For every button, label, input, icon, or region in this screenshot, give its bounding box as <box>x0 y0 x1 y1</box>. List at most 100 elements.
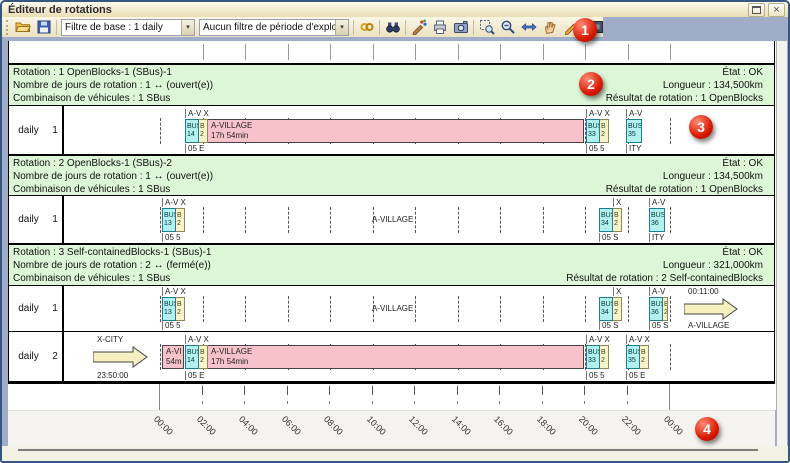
block-line-2: 17h 54min <box>211 357 249 366</box>
zoom-selection-button[interactable] <box>476 17 497 38</box>
block-line-1: A-VI <box>166 347 182 356</box>
toolbar-grip-handle[interactable] <box>6 19 8 35</box>
trip-box[interactable]: BUS 35 <box>626 119 642 143</box>
time-gridline <box>372 207 374 233</box>
axis-subtick <box>244 401 245 404</box>
time-gridline <box>330 207 331 233</box>
time-tick <box>500 44 501 60</box>
time-gridline <box>670 296 671 322</box>
titlebar[interactable]: Éditeur de rotations × <box>2 2 788 18</box>
zoom-out-button[interactable] <box>497 17 518 38</box>
bus-number: 34 <box>601 220 609 227</box>
trip-box[interactable]: BUS14B2 <box>185 119 208 143</box>
service-block[interactable]: A-VI 54m <box>162 345 184 369</box>
toolbar-filler <box>603 17 788 37</box>
bus-label: BUS <box>588 123 599 130</box>
departure-label: A-V X <box>185 335 209 344</box>
connection-arrow[interactable] <box>683 298 738 320</box>
departure-label: A-V X <box>626 335 650 344</box>
day-number-cell: 2 <box>48 332 64 381</box>
pan-button[interactable] <box>539 17 560 38</box>
rotation-length: Longueur : 134,500km <box>662 171 763 182</box>
time-gridline <box>245 296 246 322</box>
rotation-vehicle-combination: Combinaison de véhicules : 1 SBus <box>13 273 171 284</box>
fit-width-button[interactable] <box>518 17 539 38</box>
bus-cell: BUS34 <box>599 297 613 321</box>
trip-box[interactable]: BUS35B2 <box>626 345 649 369</box>
trip-box[interactable]: BUS14B2 <box>185 345 208 369</box>
service-block[interactable]: A-VILLAGE 17h 54min <box>207 119 584 143</box>
trip-box[interactable]: BUS 36 <box>649 208 665 232</box>
departure-label: A-V X <box>586 109 610 118</box>
bus-cell: BUS13 <box>162 297 176 321</box>
horizontal-scrollbar[interactable] <box>18 448 758 453</box>
toolbar: Filtre de base : 1 daily ▾ Aucun filtre de… <box>2 16 649 38</box>
axis-tick <box>244 386 245 395</box>
rotation-state: État : OK <box>722 67 763 78</box>
time-gridline <box>202 296 204 322</box>
close-button[interactable]: × <box>768 2 785 17</box>
service-block[interactable]: A-VILLAGE 17h 54min <box>207 345 584 369</box>
period-filter-combobox[interactable]: Aucun filtre de période d'exploitat▾ <box>199 18 349 36</box>
vehicle-number: 2 <box>177 220 181 227</box>
block-line-2: 17h 54min <box>211 131 249 140</box>
print-button[interactable] <box>429 17 450 38</box>
rotation-header: Rotation : 1 OpenBlocks-1 (SBus)-1 Nombre… <box>8 65 775 106</box>
trip-box[interactable]: BUS34B2 <box>599 208 622 232</box>
rotation-header-info: Rotation : 3 Self-containedBlocks-1 (SBu… <box>13 246 211 285</box>
trip-box[interactable]: BUS36B2 <box>649 297 668 321</box>
axis-subtick <box>286 401 288 404</box>
arrival-label: 05 E <box>185 144 204 153</box>
toolbar-separator <box>353 19 354 35</box>
frequency-cell: daily <box>9 332 49 381</box>
trip-box[interactable]: BUS33B2 <box>586 345 609 369</box>
rotation-days-count: Nombre de jours de rotation : 1 ↔ (ouver… <box>13 80 214 91</box>
format-button[interactable] <box>408 17 429 38</box>
link-button[interactable] <box>356 17 377 38</box>
vehicle-number: 2 <box>200 131 204 138</box>
horizontal-scrollbar-thumb[interactable] <box>18 449 758 451</box>
time-gridline <box>500 207 501 233</box>
time-tick <box>627 44 629 60</box>
vehicle-number: 2 <box>200 357 204 364</box>
time-gridline <box>627 296 629 322</box>
bus-number: 14 <box>187 131 195 138</box>
search-button[interactable] <box>382 17 403 38</box>
vertical-scrollbar[interactable] <box>776 41 787 446</box>
period-filter-value: Aucun filtre de période d'exploitat <box>203 21 335 33</box>
vehicle-label: B <box>177 212 182 219</box>
trip-box[interactable]: BUS13B2 <box>162 208 185 232</box>
base-filter-combobox[interactable]: Filtre de base : 1 daily ▾ <box>61 18 195 36</box>
trip-box[interactable]: BUS33B2 <box>586 119 609 143</box>
toolbar-separator <box>379 19 380 35</box>
trip-box[interactable]: BUS13B2 <box>162 297 185 321</box>
connection-arrow[interactable] <box>92 346 148 368</box>
bus-number: 36 <box>651 220 659 227</box>
time-gridline <box>670 207 671 233</box>
arrival-label: 05 5 <box>162 321 181 330</box>
vehicle-label: B <box>601 349 606 356</box>
location-label: A-VILLAGE <box>372 304 414 313</box>
vehicle-number: 2 <box>601 131 605 138</box>
axis-tick <box>541 386 543 395</box>
maximize-button[interactable] <box>748 2 765 17</box>
vehicle-cell: B2 <box>663 297 668 321</box>
dropdown-arrow-icon: ▾ <box>335 19 348 35</box>
snapshot-button[interactable] <box>450 17 471 38</box>
open-button[interactable] <box>12 17 33 38</box>
time-gridline <box>585 344 586 370</box>
printer-icon <box>432 19 448 35</box>
axis-tick <box>456 386 458 395</box>
axis-subtick <box>329 401 330 404</box>
bus-label: BUS <box>601 301 612 308</box>
floppy-save-icon <box>36 19 52 35</box>
time-gridline <box>500 296 501 322</box>
rotation-header-status: État : OK Longueur : 134,500km Résultat de… <box>606 157 763 195</box>
rotation-result: Résultat de rotation : 2 Self-containedB… <box>566 273 763 284</box>
save-button[interactable] <box>33 17 54 38</box>
axis-tick <box>286 386 288 395</box>
trip-box[interactable]: BUS34B2 <box>599 297 622 321</box>
